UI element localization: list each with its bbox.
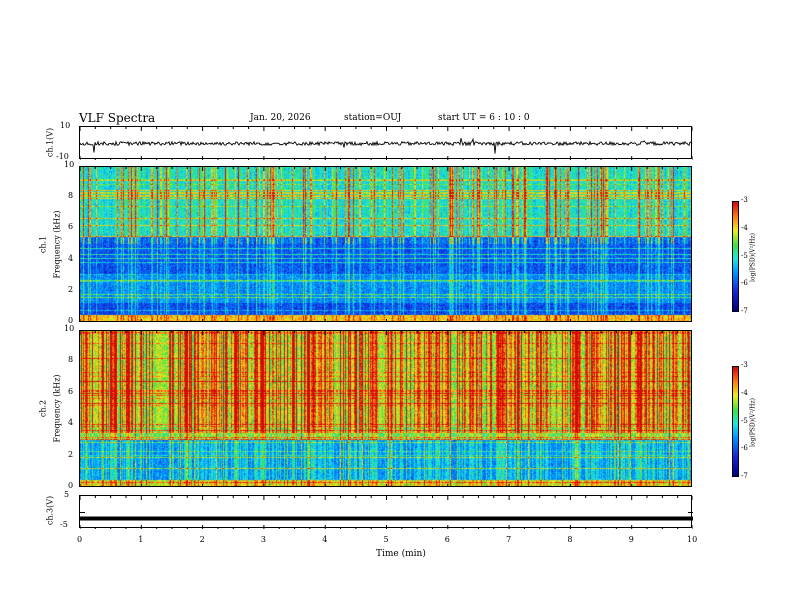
- start-time-label: start UT = 6 : 10 : 0: [438, 113, 530, 123]
- frequency-tick-label: 2: [68, 284, 74, 294]
- time-tick-label: 3: [260, 535, 266, 544]
- ch2-colorbar-gradient: [733, 367, 738, 476]
- figure-title: VLF Spectra: [79, 111, 156, 125]
- frequency-tick-label: 0: [68, 481, 74, 490]
- colorbar-tick-label: -5: [741, 416, 748, 425]
- colorbar-tick-label: -7: [741, 472, 748, 480]
- time-tick-label: 7: [506, 535, 512, 544]
- time-tick-label: 4: [322, 535, 328, 544]
- colorbar-tick-label: -5: [741, 251, 748, 260]
- frequency-tick-label: 2: [68, 449, 74, 459]
- time-tick-label: 0: [77, 535, 83, 544]
- ch2-colorbar: [732, 366, 739, 477]
- frequency-tick-label: 6: [68, 386, 74, 396]
- time-tick-label: 10: [687, 535, 698, 544]
- colorbar-tick-label: -4: [741, 223, 748, 232]
- ch3-ylabel: ch.3(V): [45, 495, 55, 526]
- frequency-tick-label: 4: [68, 253, 74, 263]
- date-label: Jan. 20, 2026: [250, 113, 311, 123]
- time-tick-label: 1: [138, 535, 144, 544]
- time-tick-label: 5: [383, 535, 389, 544]
- ch2-spectrogram-canvas: [80, 331, 691, 486]
- time-tick-label: 2: [199, 535, 205, 544]
- ch1-ytick-bottom: -10: [56, 152, 69, 161]
- frequency-tick-label: 4: [68, 418, 74, 428]
- frequency-tick-label: 6: [68, 222, 74, 232]
- colorbar-tick-label: -7: [741, 307, 748, 315]
- time-tick-label: 6: [444, 535, 450, 544]
- time-tick-label: 8: [567, 535, 573, 544]
- ch1-spectrogram-canvas: [80, 167, 691, 321]
- station-label: station=OUJ: [344, 113, 402, 123]
- colorbar-tick-label: -3: [741, 196, 748, 204]
- frequency-tick-label: 0: [68, 316, 74, 325]
- ch2-channel-label: ch.2: [38, 399, 48, 418]
- ch1-colorbar-gradient: [733, 202, 738, 311]
- ch1-colorbar-label: log(PSD)(V²/Hz): [749, 233, 757, 282]
- ch1-channel-label: ch.1: [38, 235, 48, 254]
- ch1-waveform-line: [80, 137, 693, 154]
- ch2-spectrogram: [79, 330, 692, 487]
- frequency-tick-label: 8: [68, 191, 74, 201]
- ch1-frequency-label: Frequency (kHz): [52, 210, 62, 279]
- frequency-tick-label: 8: [68, 355, 74, 365]
- time-axis-label: Time (min): [376, 549, 426, 559]
- ch3-ytick-top: 5: [64, 490, 70, 499]
- ch2-spectrogram-axes: [80, 331, 679, 486]
- ch2-colorbar-label: log(PSD)(V²/Hz): [749, 398, 757, 447]
- ch1-spectrogram-axes: [80, 167, 679, 321]
- ch1-colorbar: [732, 201, 739, 312]
- ch3-waveform-plot: [80, 496, 693, 529]
- time-tick-label: 9: [628, 535, 634, 544]
- ch1-waveform-panel: [79, 126, 693, 160]
- colorbar-tick-label: -4: [741, 388, 748, 397]
- frequency-tick-label: 10: [64, 160, 75, 169]
- ch2-frequency-label: Frequency (kHz): [52, 374, 62, 443]
- ch3-waveform-panel: [79, 495, 693, 529]
- frequency-tick-label: 10: [64, 324, 75, 333]
- colorbar-tick-label: -6: [741, 279, 748, 288]
- ch1-ytick-top: 10: [60, 121, 71, 130]
- ch3-ytick-bottom: -5: [60, 520, 68, 529]
- colorbar-tick-label: -6: [741, 444, 748, 453]
- ch1-spectrogram: [79, 166, 692, 322]
- ch1-ylabel: ch.1(V): [45, 127, 55, 158]
- colorbar-tick-label: -3: [741, 361, 748, 369]
- ch1-waveform-plot: [80, 127, 693, 160]
